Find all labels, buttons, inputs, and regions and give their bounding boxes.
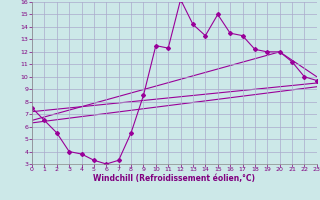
X-axis label: Windchill (Refroidissement éolien,°C): Windchill (Refroidissement éolien,°C) bbox=[93, 174, 255, 183]
